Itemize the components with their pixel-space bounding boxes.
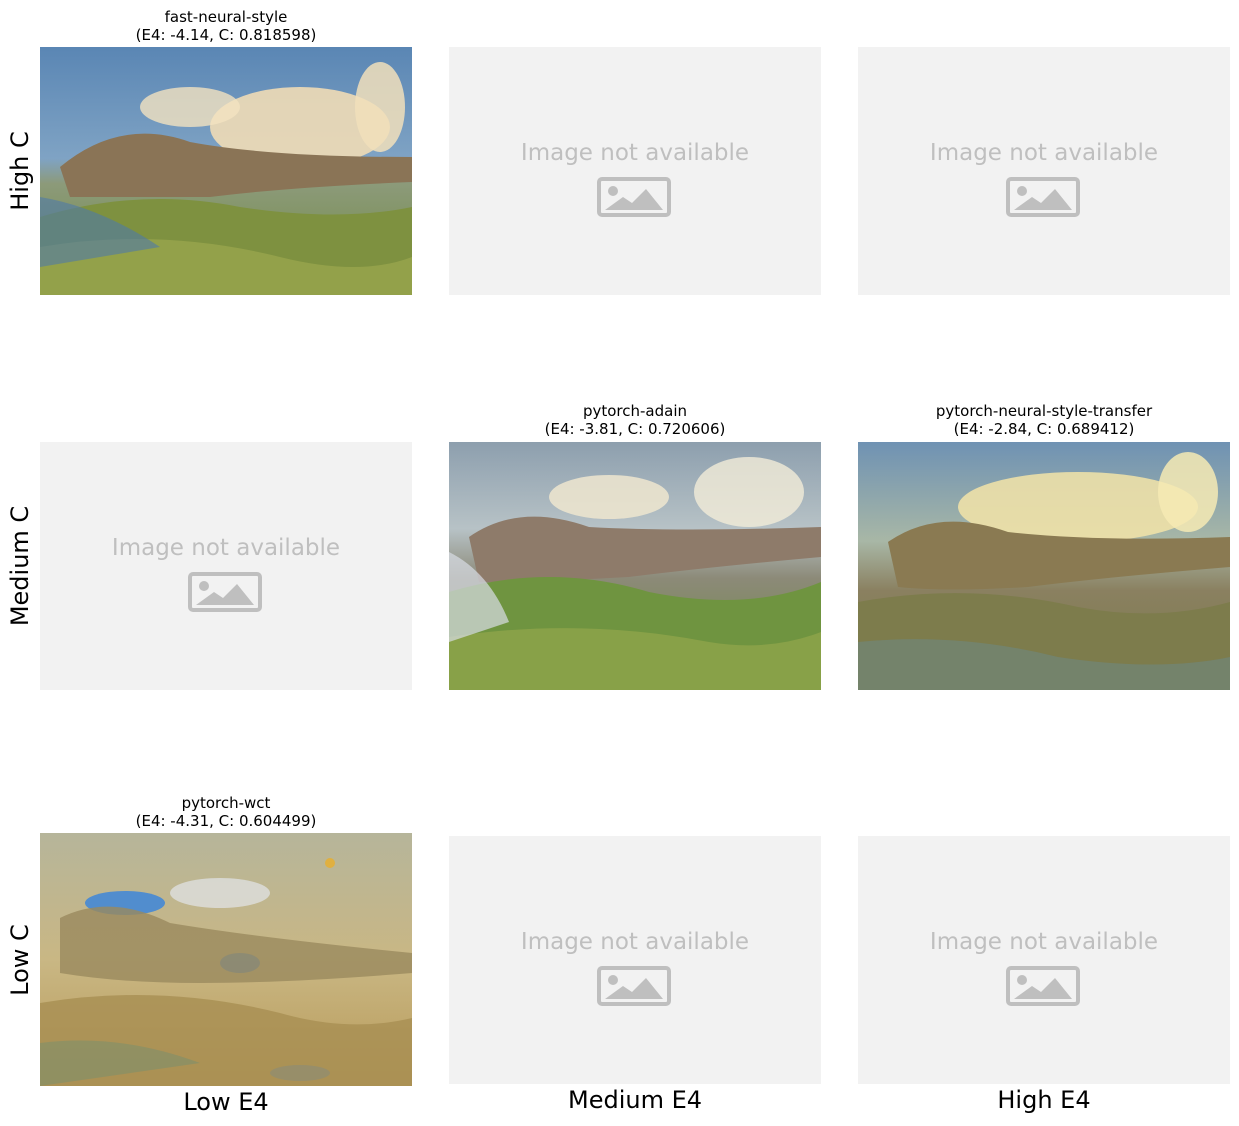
image-not-available-placeholder: Image not available [449, 836, 821, 1084]
stylized-image-pytorch-wct [40, 833, 412, 1086]
image-not-available-placeholder: Image not available [858, 836, 1230, 1084]
placeholder-text: Image not available [521, 140, 749, 166]
method-metrics: (E4: -2.84, C: 0.689412) [953, 420, 1135, 438]
panel-title-pytorch-neural-style-transfer: pytorch-neural-style-transfer (E4: -2.84… [858, 402, 1230, 438]
image-icon [1006, 966, 1080, 1006]
col-label-medium-e4: Medium E4 [567, 1086, 703, 1114]
col-label-high-e4: High E4 [997, 1086, 1091, 1114]
stylized-image-pytorch-adain [449, 442, 821, 690]
row-label-low-c: Low C [6, 924, 34, 996]
method-name: pytorch-neural-style-transfer [935, 402, 1153, 420]
panel-title-pytorch-wct: pytorch-wct (E4: -4.31, C: 0.604499) [40, 794, 412, 830]
placeholder-text: Image not available [930, 140, 1158, 166]
row-label-high-c: High C [6, 131, 34, 211]
placeholder-text: Image not available [930, 929, 1158, 955]
method-name: fast-neural-style [164, 8, 288, 26]
panel-title-fast-neural-style: fast-neural-style (E4: -4.14, C: 0.81859… [40, 8, 412, 44]
image-icon [188, 572, 262, 612]
stylized-image-fast-neural-style [40, 47, 412, 295]
panel-title-pytorch-adain: pytorch-adain (E4: -3.81, C: 0.720606) [449, 402, 821, 438]
image-not-available-placeholder: Image not available [40, 442, 412, 690]
placeholder-text: Image not available [521, 929, 749, 955]
method-metrics: (E4: -4.14, C: 0.818598) [135, 26, 317, 44]
method-name: pytorch-adain [582, 402, 688, 420]
method-metrics: (E4: -4.31, C: 0.604499) [135, 812, 317, 830]
image-icon [597, 177, 671, 217]
method-name: pytorch-wct [181, 794, 271, 812]
image-not-available-placeholder: Image not available [449, 47, 821, 295]
stylized-image-pytorch-neural-style-transfer [858, 442, 1230, 690]
image-icon [597, 966, 671, 1006]
row-label-medium-c: Medium C [6, 505, 34, 627]
method-metrics: (E4: -3.81, C: 0.720606) [544, 420, 726, 438]
image-icon [1006, 177, 1080, 217]
col-label-low-e4: Low E4 [183, 1088, 269, 1116]
image-not-available-placeholder: Image not available [858, 47, 1230, 295]
placeholder-text: Image not available [112, 535, 340, 561]
